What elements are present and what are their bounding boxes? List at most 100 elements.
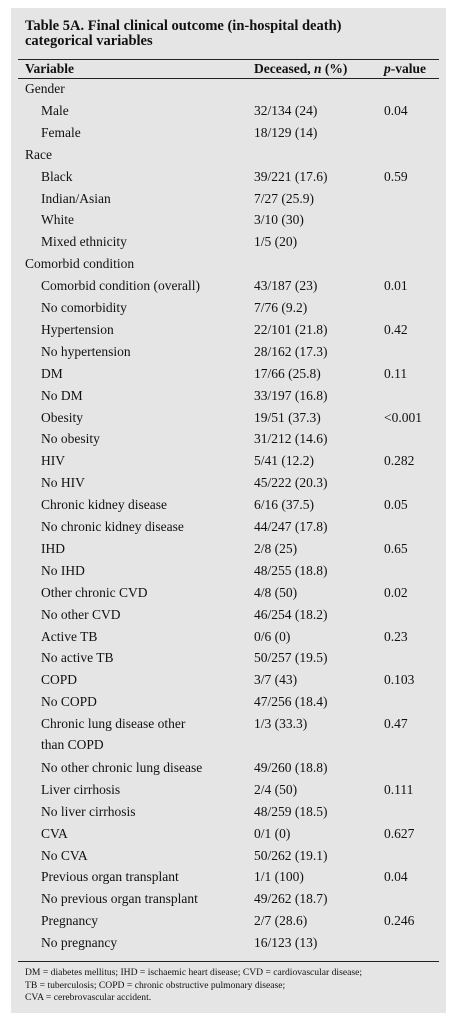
table-row: Mixed ethnicity 1/5 (20) (11, 231, 446, 253)
deceased-cell: 18/129 (14) (254, 124, 318, 140)
table-bottom-rule (18, 961, 439, 962)
p-value-cell: 0.04 (384, 869, 408, 885)
p-value-cell: 0.103 (384, 672, 415, 688)
variable-label: No HIV (41, 475, 85, 491)
table-row: No chronic kidney disease 44/247 (17.8) (11, 516, 446, 538)
header-top-rule (18, 59, 439, 60)
deceased-cell: 46/254 (18.2) (254, 606, 328, 622)
p-value-cell: 0.111 (384, 781, 414, 797)
table-row: DM 17/66 (25.8) 0.11 (11, 363, 446, 385)
deceased-cell: 22/101 (21.8) (254, 321, 328, 337)
variable-label: No pregnancy (41, 935, 118, 951)
variable-label: Pregnancy (41, 913, 98, 929)
table-row: Previous organ transplant 1/1 (100) 0.04 (11, 866, 446, 888)
column-header-variable: Variable (25, 61, 75, 76)
column-header-deceased-pre: Deceased, (254, 61, 314, 76)
deceased-cell: 44/247 (17.8) (254, 519, 328, 534)
table-row: Chronic lung disease other than COPD 1/3 (… (11, 713, 446, 757)
variable-label: No previous organ transplant (41, 891, 198, 907)
table-title-line-2: categorical variables (25, 33, 153, 49)
category-label: Gender (25, 81, 65, 96)
table-row: No pregnancy 16/123 (13) (11, 932, 446, 954)
variable-label: No obesity (41, 431, 100, 447)
deceased-cell: 28/162 (17.3) (254, 343, 328, 359)
table-row: No IHD 48/255 (18.8) (11, 560, 446, 582)
p-value-cell: 0.42 (384, 321, 408, 337)
column-header-p-italic: p (384, 61, 391, 76)
variable-label: Comorbid condition (overall) (41, 278, 200, 294)
p-value-cell: 0.59 (384, 168, 408, 184)
table-row: Male 32/134 (24) 0.04 (11, 100, 446, 122)
footnote-line-3: CVA = cerebrovascular accident. (25, 992, 152, 1003)
p-value-cell: 0.246 (384, 913, 415, 929)
deceased-cell: 7/76 (9.2) (254, 300, 308, 315)
p-value-cell: 0.627 (384, 825, 415, 841)
table-footnote: DM = diabetes mellitus; IHD = ischaemic … (25, 967, 440, 1005)
variable-label: Female (41, 124, 81, 140)
deceased-cell: 0/1 (0) (254, 825, 291, 841)
deceased-cell: 3/10 (30) (254, 212, 304, 228)
deceased-cell: 2/4 (50) (254, 781, 298, 797)
variable-label: DM (41, 365, 63, 381)
deceased-cell: 0/6 (0) (254, 628, 291, 644)
table-row: White 3/10 (30) (11, 209, 446, 231)
table-row: No HIV 45/222 (20.3) (11, 472, 446, 494)
deceased-cell: 17/66 (25.8) (254, 365, 321, 381)
deceased-cell: 33/197 (16.8) (254, 387, 328, 403)
column-header-p-value: p-value (384, 61, 426, 77)
table-row: Pregnancy 2/7 (28.6) 0.246 (11, 910, 446, 932)
variable-label: HIV (41, 453, 65, 469)
variable-label: CVA (41, 825, 68, 841)
p-value-cell: 0.01 (384, 278, 408, 294)
table-row: No comorbidity 7/76 (9.2) (11, 297, 446, 319)
table-row: No COPD 47/256 (18.4) (11, 691, 446, 713)
variable-label: No chronic kidney disease (41, 519, 184, 534)
variable-label: No liver cirrhosis (41, 803, 136, 819)
p-value-cell: 0.05 (384, 497, 408, 513)
deceased-cell: 31/212 (14.6) (254, 431, 328, 447)
table-row: No liver cirrhosis 48/259 (18.5) (11, 801, 446, 823)
variable-label: No other CVD (41, 606, 121, 622)
variable-label: No other chronic lung disease (41, 759, 203, 775)
variable-label: Chronic lung disease other (41, 716, 186, 732)
deceased-cell: 49/262 (18.7) (254, 891, 328, 907)
p-value-cell: <0.001 (384, 409, 422, 425)
deceased-cell: 43/187 (23) (254, 278, 318, 294)
deceased-cell: 5/41 (12.2) (254, 453, 314, 469)
footnote-line-2: TB = tuberculosis; COPD = chronic obstru… (25, 979, 286, 991)
deceased-cell: 1/3 (33.3) (254, 716, 308, 732)
column-header-deceased-post: (%) (321, 61, 348, 76)
table-row: No hypertension 28/162 (17.3) (11, 341, 446, 363)
deceased-cell: 16/123 (13) (254, 935, 318, 951)
table-title: Table 5A. Final clinical outcome (in-hos… (25, 19, 435, 49)
table-row: Black 39/221 (17.6) 0.59 (11, 166, 446, 188)
variable-label: COPD (41, 672, 78, 688)
variable-label: IHD (41, 540, 65, 556)
table-row: Hypertension 22/101 (21.8) 0.42 (11, 319, 446, 341)
header-bottom-rule (18, 78, 439, 79)
table-row: Comorbid condition (overall) 43/187 (23) 0… (11, 275, 446, 297)
column-header-deceased-n: n (313, 61, 322, 76)
deceased-cell: 6/16 (37.5) (254, 497, 314, 513)
variable-label: Mixed ethnicity (41, 234, 127, 250)
deceased-cell: 2/8 (25) (254, 540, 298, 556)
category-row: Race (11, 144, 446, 166)
column-header-deceased: Deceased, n (%) (254, 61, 347, 77)
variable-label: Chronic kidney disease (41, 497, 167, 513)
table-panel: Table 5A. Final clinical outcome (in-hos… (11, 8, 446, 1013)
table-row: Other chronic CVD 4/8 (50) 0.02 (11, 582, 446, 604)
table-row: No other chronic lung disease 49/260 (18.… (11, 757, 446, 779)
table-row: IHD 2/8 (25) 0.65 (11, 538, 446, 560)
deceased-cell: 39/221 (17.6) (254, 168, 328, 184)
category-row: Comorbid condition (11, 253, 446, 275)
deceased-cell: 2/7 (28.6) (254, 913, 308, 929)
deceased-cell: 1/1 (100) (254, 869, 304, 885)
table-row: CVA 0/1 (0) 0.627 (11, 823, 446, 845)
deceased-cell: 45/222 (20.3) (254, 475, 328, 491)
variable-label: No COPD (41, 694, 97, 710)
table-row: Liver cirrhosis 2/4 (50) 0.111 (11, 779, 446, 801)
variable-label: Hypertension (41, 321, 114, 337)
table-row: No CVA 50/262 (19.1) (11, 845, 446, 867)
deceased-cell: 32/134 (24) (254, 102, 318, 118)
table-row: No previous organ transplant 49/262 (18.7… (11, 888, 446, 910)
